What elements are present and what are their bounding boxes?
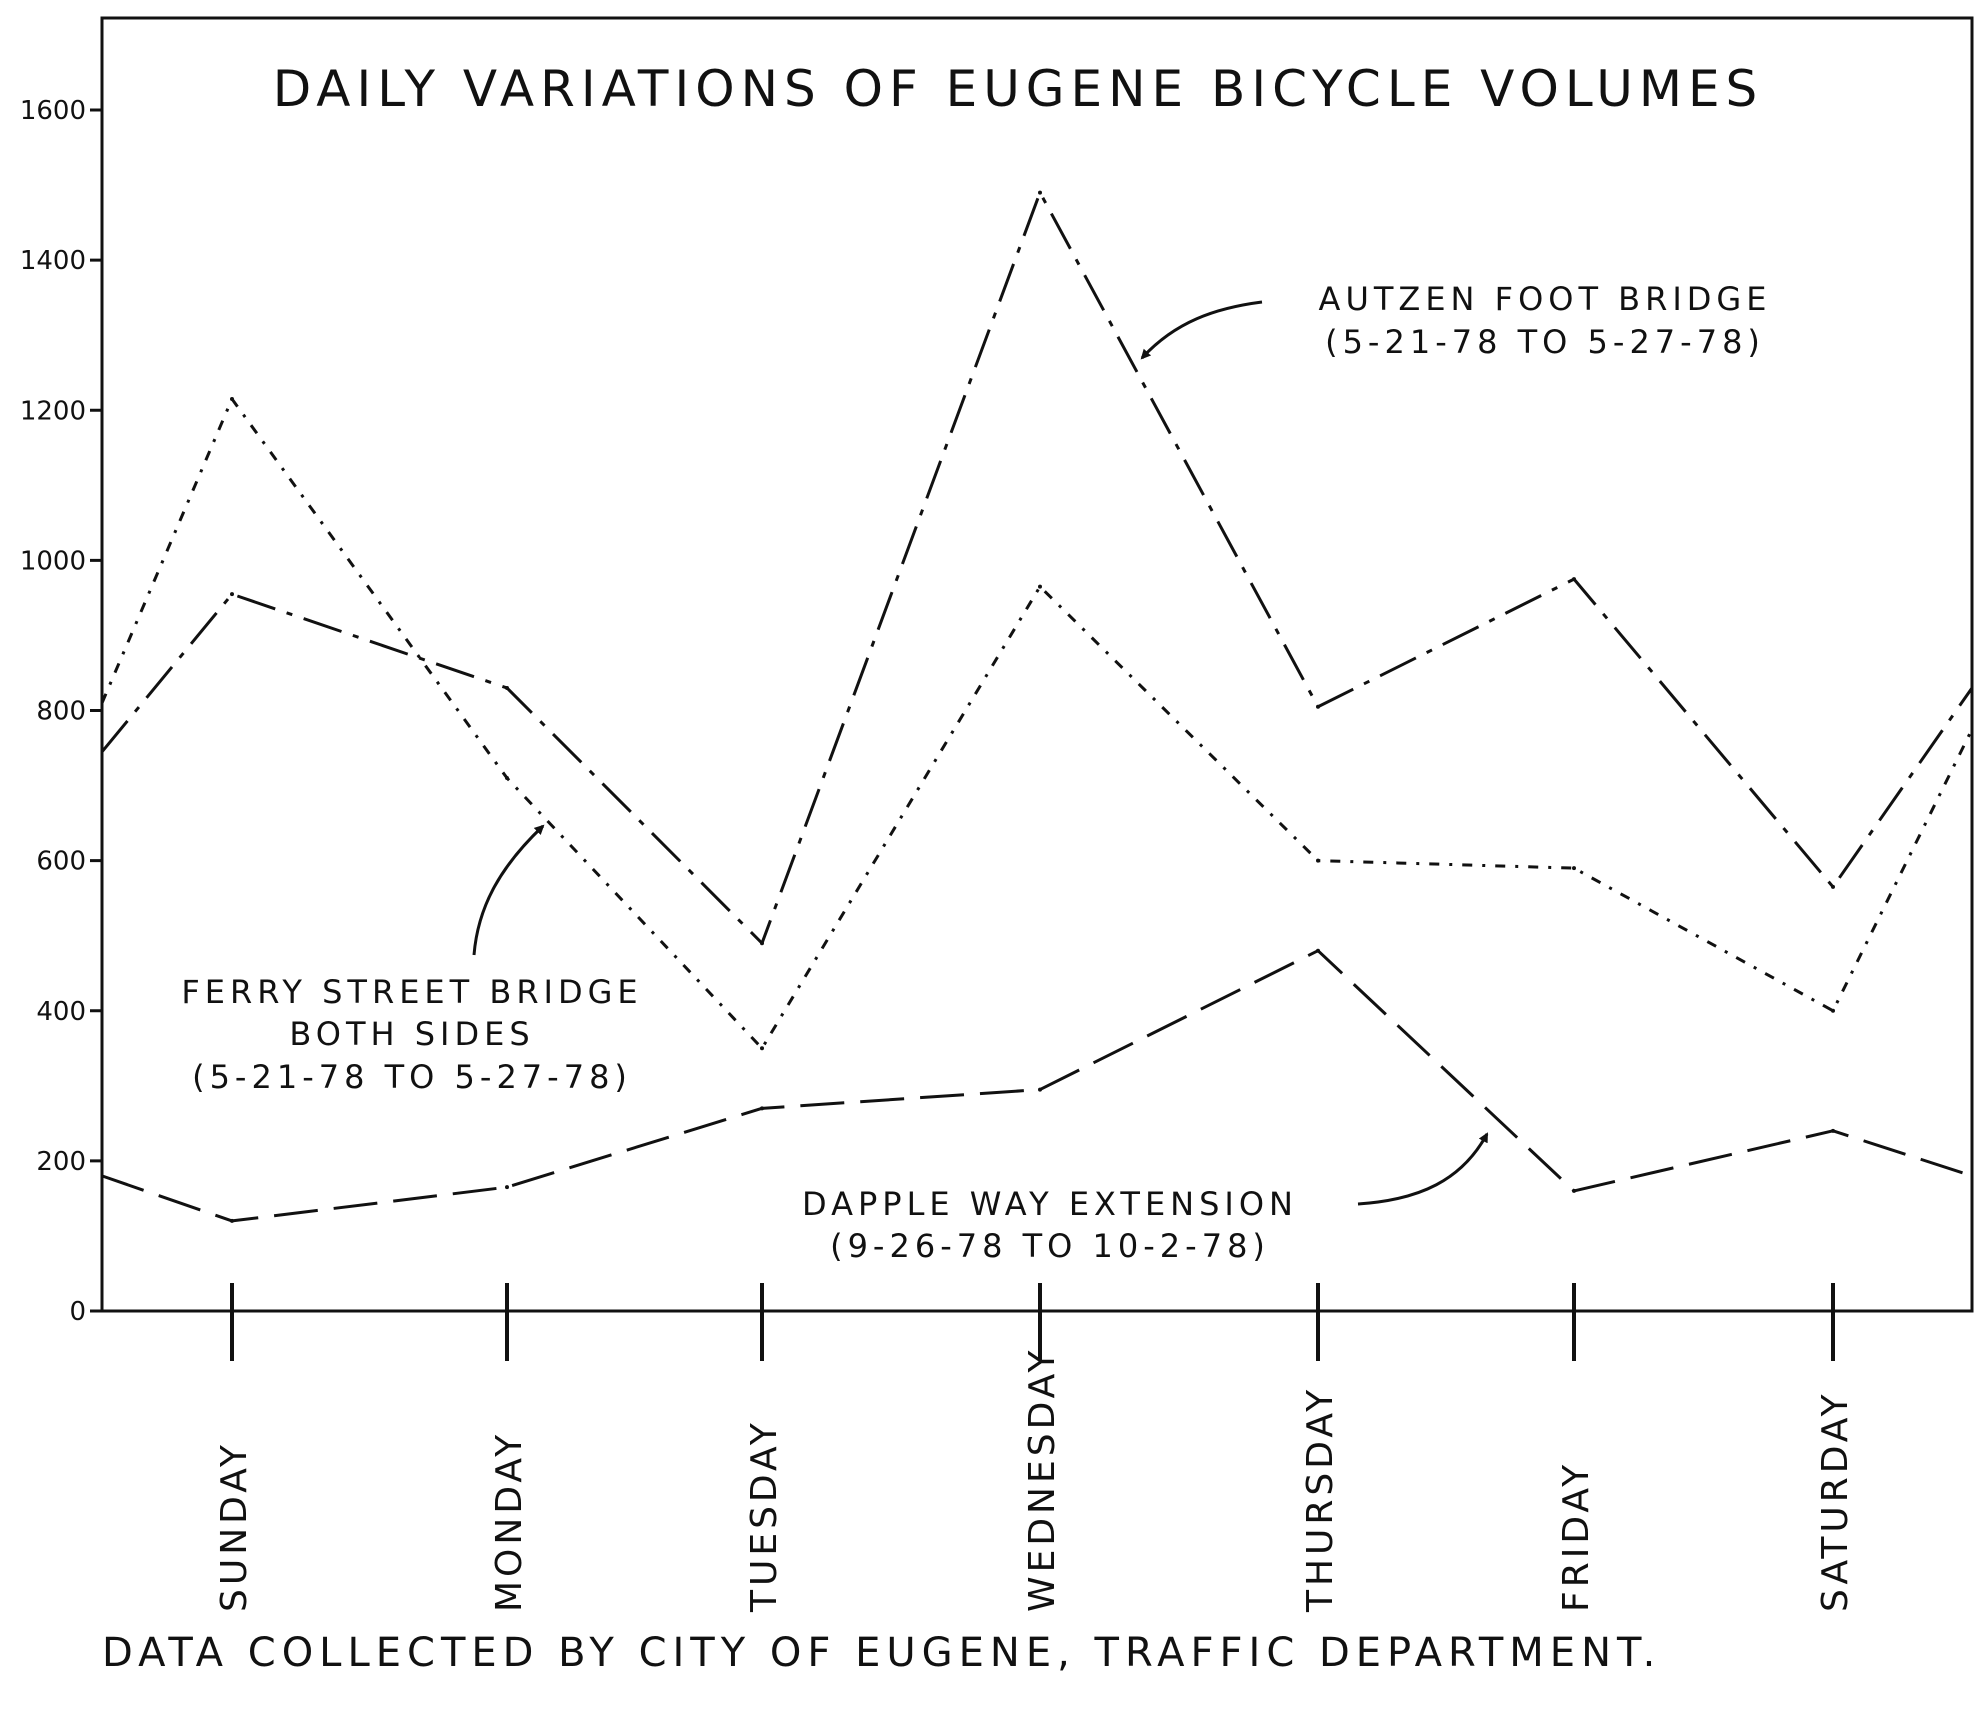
annotation-autzen-dates: (5-21-78 TO 5-27-78)	[1325, 323, 1765, 361]
x-tick-label-sunday: SUNDAY	[214, 1441, 255, 1612]
annotation-autzen: AUTZEN FOOT BRIDGE (5-21-78 TO 5-27-78)	[1140, 280, 1772, 361]
series-0-point-friday	[1572, 577, 1576, 582]
series-2-point-wednesday	[1038, 1087, 1042, 1092]
annotation-ferry: FERRY STREET BRIDGE BOTH SIDES (5-21-78 …	[181, 824, 642, 1096]
series-1-point-wednesday	[1038, 584, 1042, 589]
series-layer	[100, 190, 1974, 1223]
chart-title: DAILY VARIATIONS OF EUGENE BICYCLE VOLUM…	[273, 60, 1764, 118]
x-axis: SUNDAY MONDAY TUESDAY WEDNESDAY THURSDAY FRID…	[214, 1283, 1856, 1613]
series-1-point-friday	[1572, 866, 1576, 871]
series-2-point-saturday	[1831, 1128, 1835, 1133]
x-tick-label-wednesday: WEDNESDAY	[1022, 1347, 1063, 1613]
annotation-autzen-arrow	[1140, 300, 1263, 360]
annotation-dapple-name: DAPPLE WAY EXTENSION	[802, 1185, 1298, 1223]
series-2-point-thursday	[1316, 948, 1320, 953]
annotation-dapple-dates: (9-26-78 TO 10-2-78)	[830, 1227, 1270, 1265]
x-tick-label-tuesday: TUESDAY	[744, 1419, 785, 1613]
x-tick-label-friday: FRIDAY	[1556, 1461, 1597, 1612]
series-0-point-saturday	[1831, 884, 1835, 889]
y-tick-label: 1000	[20, 546, 86, 576]
annotation-ferry-dates: (5-21-78 TO 5-27-78)	[192, 1058, 632, 1096]
annotation-autzen-name: AUTZEN FOOT BRIDGE	[1319, 280, 1772, 318]
series-1-point-saturday	[1831, 1008, 1835, 1013]
series-0-point-monday	[505, 685, 509, 690]
series-2-point-friday	[1572, 1188, 1576, 1193]
plot-frame	[100, 16, 1974, 1313]
series-0-point-wednesday	[1038, 190, 1042, 195]
y-tick-label: 400	[36, 997, 86, 1027]
y-tick-label: 0	[69, 1297, 86, 1327]
y-tick-label: 1600	[20, 96, 86, 126]
y-tick-label: 1400	[20, 246, 86, 276]
y-tick-label: 600	[36, 847, 86, 877]
annotation-dapple-arrow	[1357, 1132, 1489, 1206]
series-1-point-sunday	[230, 396, 234, 401]
data-source-credit: DATA COLLECTED BY CITY OF EUGENE, TRAFFI…	[102, 1630, 1661, 1676]
annotation-ferry-sides: BOTH SIDES	[289, 1015, 534, 1053]
series-line-1	[100, 397, 1974, 1050]
series-1-point-monday	[505, 776, 509, 781]
y-tick-label: 800	[36, 697, 86, 727]
x-tick-label-saturday: SATURDAY	[1815, 1390, 1856, 1612]
series-line-0	[100, 191, 1974, 945]
series-1-point-tuesday	[760, 1046, 764, 1051]
annotation-dapple: DAPPLE WAY EXTENSION (9-26-78 TO 10-2-78…	[802, 1132, 1489, 1265]
series-2-point-monday	[505, 1185, 509, 1190]
series-1-point-thursday	[1316, 858, 1320, 863]
series-2-point-tuesday	[760, 1106, 764, 1111]
annotation-ferry-arrow	[472, 824, 545, 956]
series-0-point-tuesday	[760, 941, 764, 946]
y-axis: 0 200 400 600 800 1000 1200 1400 1600	[20, 96, 102, 1327]
y-tick-label: 200	[36, 1147, 86, 1177]
series-0-point-thursday	[1316, 704, 1320, 709]
annotation-ferry-name: FERRY STREET BRIDGE	[181, 973, 642, 1011]
series-0-point-sunday	[230, 592, 234, 597]
x-tick-label-monday: MONDAY	[489, 1431, 530, 1612]
x-tick-label-thursday: THURSDAY	[1300, 1386, 1341, 1613]
y-tick-label: 1200	[20, 396, 86, 426]
series-2-point-sunday	[230, 1218, 234, 1223]
